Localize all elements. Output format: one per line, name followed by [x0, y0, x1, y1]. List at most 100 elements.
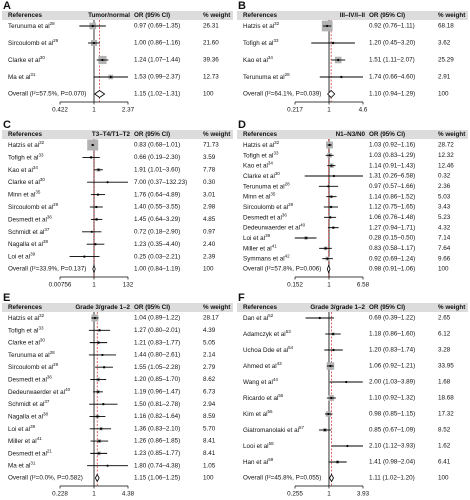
point-estimate [330, 396, 333, 400]
point-estimate [97, 378, 100, 381]
point-estimate [102, 403, 105, 406]
point-estimate [332, 226, 335, 229]
point-estimate [91, 24, 94, 28]
header-band [237, 130, 468, 139]
weight-label: 26.31 [203, 23, 219, 30]
study-name-text: Kim et al [243, 411, 268, 418]
study-name: Han et al59 [243, 457, 274, 465]
study-name: Adamczyk et al53 [243, 329, 291, 337]
column-header: References [243, 12, 277, 19]
study-name: Sircoulomb et al29 [8, 362, 59, 370]
study-ref: 57 [299, 425, 305, 430]
weight-label: 12.46 [438, 162, 454, 169]
point-estimate [97, 452, 100, 455]
column-header: References [8, 131, 42, 138]
point-estimate [109, 75, 112, 79]
study-ref: 28 [285, 182, 291, 187]
weight-label: 5.03 [438, 193, 451, 200]
study-name: Desmedt et al21 [8, 449, 52, 457]
point-estimate [96, 415, 99, 418]
weight-label: 1.68 [438, 379, 451, 386]
study-name-text: Terunuma et al [243, 74, 285, 81]
study-name: Tofigh et al33 [243, 151, 279, 159]
point-estimate [326, 24, 329, 28]
or-label: 0.69 (0.39–1.22) [369, 315, 415, 322]
study-name: Uchoa Dde et al54 [243, 345, 294, 353]
point-estimate [336, 460, 339, 464]
point-estimate [328, 216, 332, 219]
x-tick-label: 0.255 [287, 491, 303, 498]
weight-label: 2.91 [438, 74, 451, 81]
point-estimate [318, 316, 321, 320]
study-name: Ma et al31 [8, 461, 36, 469]
study-name-text: Sircoulomb et al [8, 364, 53, 371]
x-tick-label: 0.00756 [49, 282, 72, 289]
or-label: 1.40 (0.55–3.55) [134, 204, 180, 211]
panel-title: III–IV/I–II [340, 12, 365, 19]
study-name: Dedeurwaerder et al40 [8, 387, 71, 395]
overall-label: Overall (I²=0.0%, P=0.582) [8, 475, 83, 482]
study-ref: 29 [53, 202, 59, 207]
study-ref: 40 [65, 387, 71, 392]
overall-label: Overall (I²=33.9%, P=0.137) [8, 266, 86, 273]
study-name-text: Loi et al [243, 235, 265, 242]
study-ref: 35 [270, 192, 276, 197]
study-ref: 34 [268, 161, 274, 166]
study-ref: 39 [30, 252, 36, 257]
study-name-text: Hatzis et al [8, 315, 39, 322]
or-label: 0.83 (0.68–1.01) [134, 142, 180, 149]
study-name: Terunuma et al28 [8, 21, 55, 29]
weight-label: 28.72 [438, 142, 454, 149]
study-name: Tofigh et al33 [8, 153, 44, 161]
study-ref: 35 [35, 190, 41, 195]
study-ref: 36 [282, 213, 288, 218]
x-tick-label: 6.58 [357, 282, 370, 289]
or-label: 7.00 (0.37–132.23) [134, 179, 187, 186]
overall-weight: 100 [438, 266, 449, 273]
study-name-text: Loi et al [8, 425, 30, 432]
overall-diamond [94, 90, 106, 98]
study-name-text: Desmedt et al [243, 214, 282, 221]
or-label: 1.27 (0.94–1.71) [369, 224, 415, 231]
point-estimate [327, 412, 330, 416]
point-estimate [330, 195, 333, 198]
weight-label: 2.39 [203, 253, 216, 260]
x-tick-label: 4.38 [122, 491, 135, 498]
weight-label: 39.36 [203, 57, 219, 64]
study-name-text: Sircoulomb et al [243, 204, 288, 211]
weight-label: 33.95 [438, 363, 454, 370]
study-ref: 56 [268, 409, 274, 414]
study-name: Schmidt et al37 [8, 399, 50, 407]
overall-or-label: 1.00 (0.84–1.19) [134, 266, 180, 273]
weight-label: 2.94 [203, 401, 216, 408]
point-estimate [106, 181, 109, 184]
point-estimate [326, 257, 329, 260]
study-name-text: Schmidt et al [8, 228, 44, 235]
study-name: Hatzis et al32 [243, 140, 280, 148]
weight-label: 17.32 [438, 411, 454, 418]
weight-label: 68.18 [438, 23, 454, 30]
study-name: Ma et al31 [8, 72, 36, 80]
study-ref: 38 [43, 239, 49, 244]
point-estimate [337, 58, 340, 62]
study-name: Minn et al35 [8, 190, 41, 198]
study-ref: 30 [40, 177, 46, 182]
study-ref: 39 [30, 424, 36, 429]
study-name-text: Kao et al [243, 162, 268, 169]
study-name-text: Hatzis et al [243, 142, 274, 149]
study-ref: 33 [38, 325, 44, 330]
study-name: Terunuma et al28 [243, 182, 290, 190]
study-ref: 21 [47, 449, 53, 454]
or-label: 1.18 (0.86–1.60) [369, 331, 415, 338]
column-header: % weight [203, 131, 231, 138]
point-estimate [83, 255, 86, 258]
or-label: 0.97 (0.69–1.35) [134, 23, 180, 30]
or-label: 0.83 (0.58–1.17) [369, 245, 415, 252]
study-name-text: Adamczyk et al [243, 331, 286, 338]
x-tick-label: 0.152 [287, 282, 303, 289]
overall-or-label: 1.10 (0.94–1.29) [369, 91, 415, 98]
study-name-text: Terunuma et al [8, 352, 50, 359]
study-ref: 33 [273, 151, 279, 156]
